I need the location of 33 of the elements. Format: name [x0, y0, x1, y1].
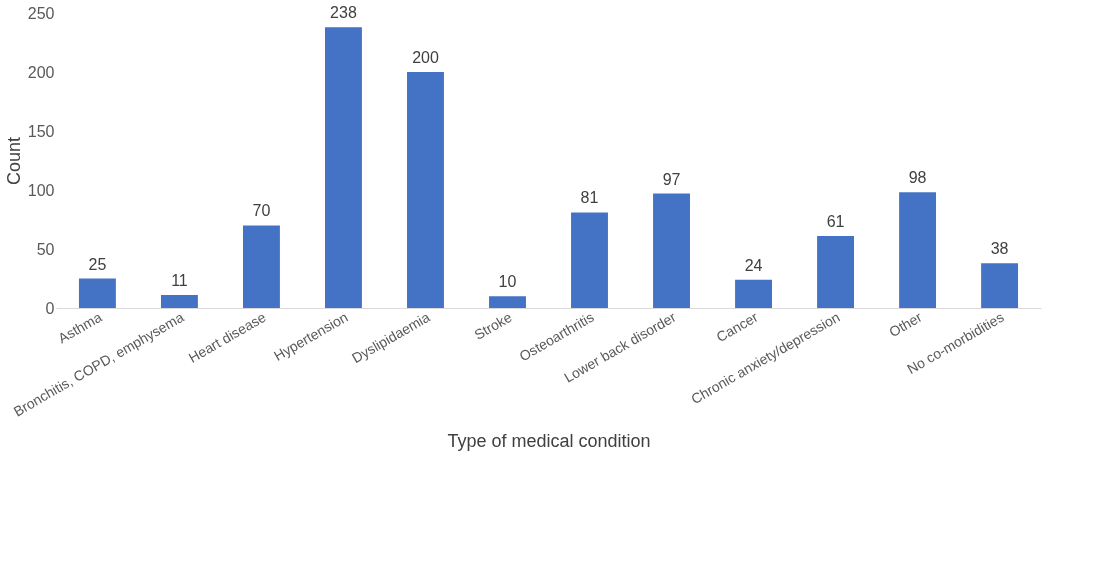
data-label: 81 [580, 189, 599, 207]
bar [407, 72, 444, 308]
bar [325, 27, 362, 308]
data-label: 97 [662, 170, 681, 188]
data-label: 24 [744, 256, 763, 274]
bar [735, 279, 772, 308]
y-tick-label: 250 [27, 4, 55, 22]
data-label: 10 [498, 273, 517, 291]
data-label: 38 [990, 240, 1009, 258]
data-label: 25 [88, 255, 107, 273]
data-label: 238 [330, 4, 357, 22]
bar [78, 278, 116, 308]
bar [489, 296, 526, 308]
bar [571, 212, 608, 308]
x-axis-title: Type of medical condition [447, 431, 651, 452]
y-tick-label: 200 [27, 63, 55, 81]
data-label: 200 [412, 49, 439, 66]
data-label: 11 [171, 272, 188, 290]
bar [160, 295, 198, 308]
y-tick-label: 50 [36, 240, 55, 258]
bar [242, 225, 280, 308]
data-label: 61 [826, 213, 845, 231]
data-label: 70 [252, 202, 271, 220]
bar [981, 263, 1019, 308]
bar [653, 193, 690, 308]
y-tick-label: 100 [27, 181, 55, 199]
x-tick-label: Other [886, 308, 925, 341]
y-axis-title: Count [3, 136, 24, 186]
y-tick-label: 0 [45, 299, 55, 317]
bar [899, 192, 937, 308]
bar [817, 236, 855, 308]
y-tick-label: 150 [27, 122, 55, 140]
data-label: 98 [908, 169, 927, 187]
